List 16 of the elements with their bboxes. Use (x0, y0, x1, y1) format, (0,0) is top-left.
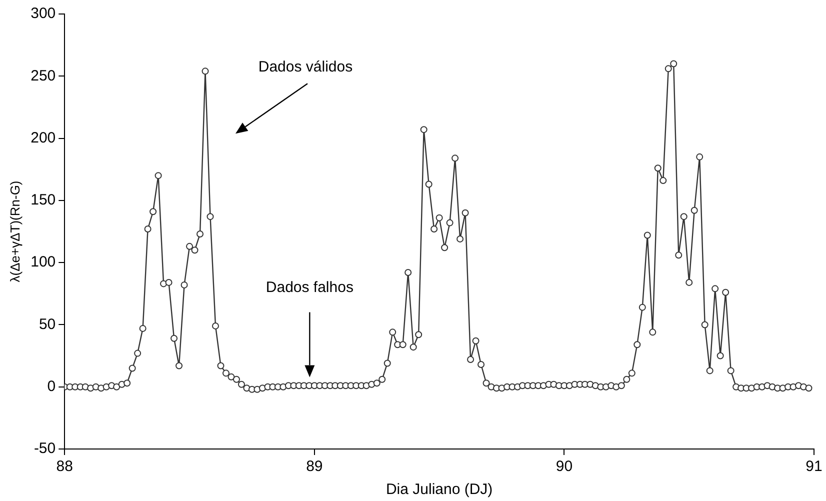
y-tick-label: 300 (30, 5, 56, 22)
y-tick-label: 0 (47, 378, 56, 395)
y-tick-label: 250 (30, 67, 56, 84)
x-tick-label: 88 (56, 458, 73, 476)
x-tick-label: 89 (306, 458, 323, 476)
annotation: Dados válidos (258, 58, 353, 76)
y-tick-label: 100 (30, 254, 56, 271)
x-tick-label: 91 (806, 458, 822, 476)
y-tick-label: 50 (38, 316, 56, 333)
y-axis-title: λ(Δe+γΔT)(Rn-G) (7, 180, 22, 282)
y-tick-label: 200 (30, 129, 56, 146)
y-tick-label: 150 (30, 192, 56, 209)
y-tick-label: -50 (34, 440, 56, 458)
x-axis-title: Dia Juliano (DJ) (386, 481, 493, 498)
x-tick-label: 90 (556, 458, 573, 476)
annotation: Dados falhos (266, 279, 354, 296)
